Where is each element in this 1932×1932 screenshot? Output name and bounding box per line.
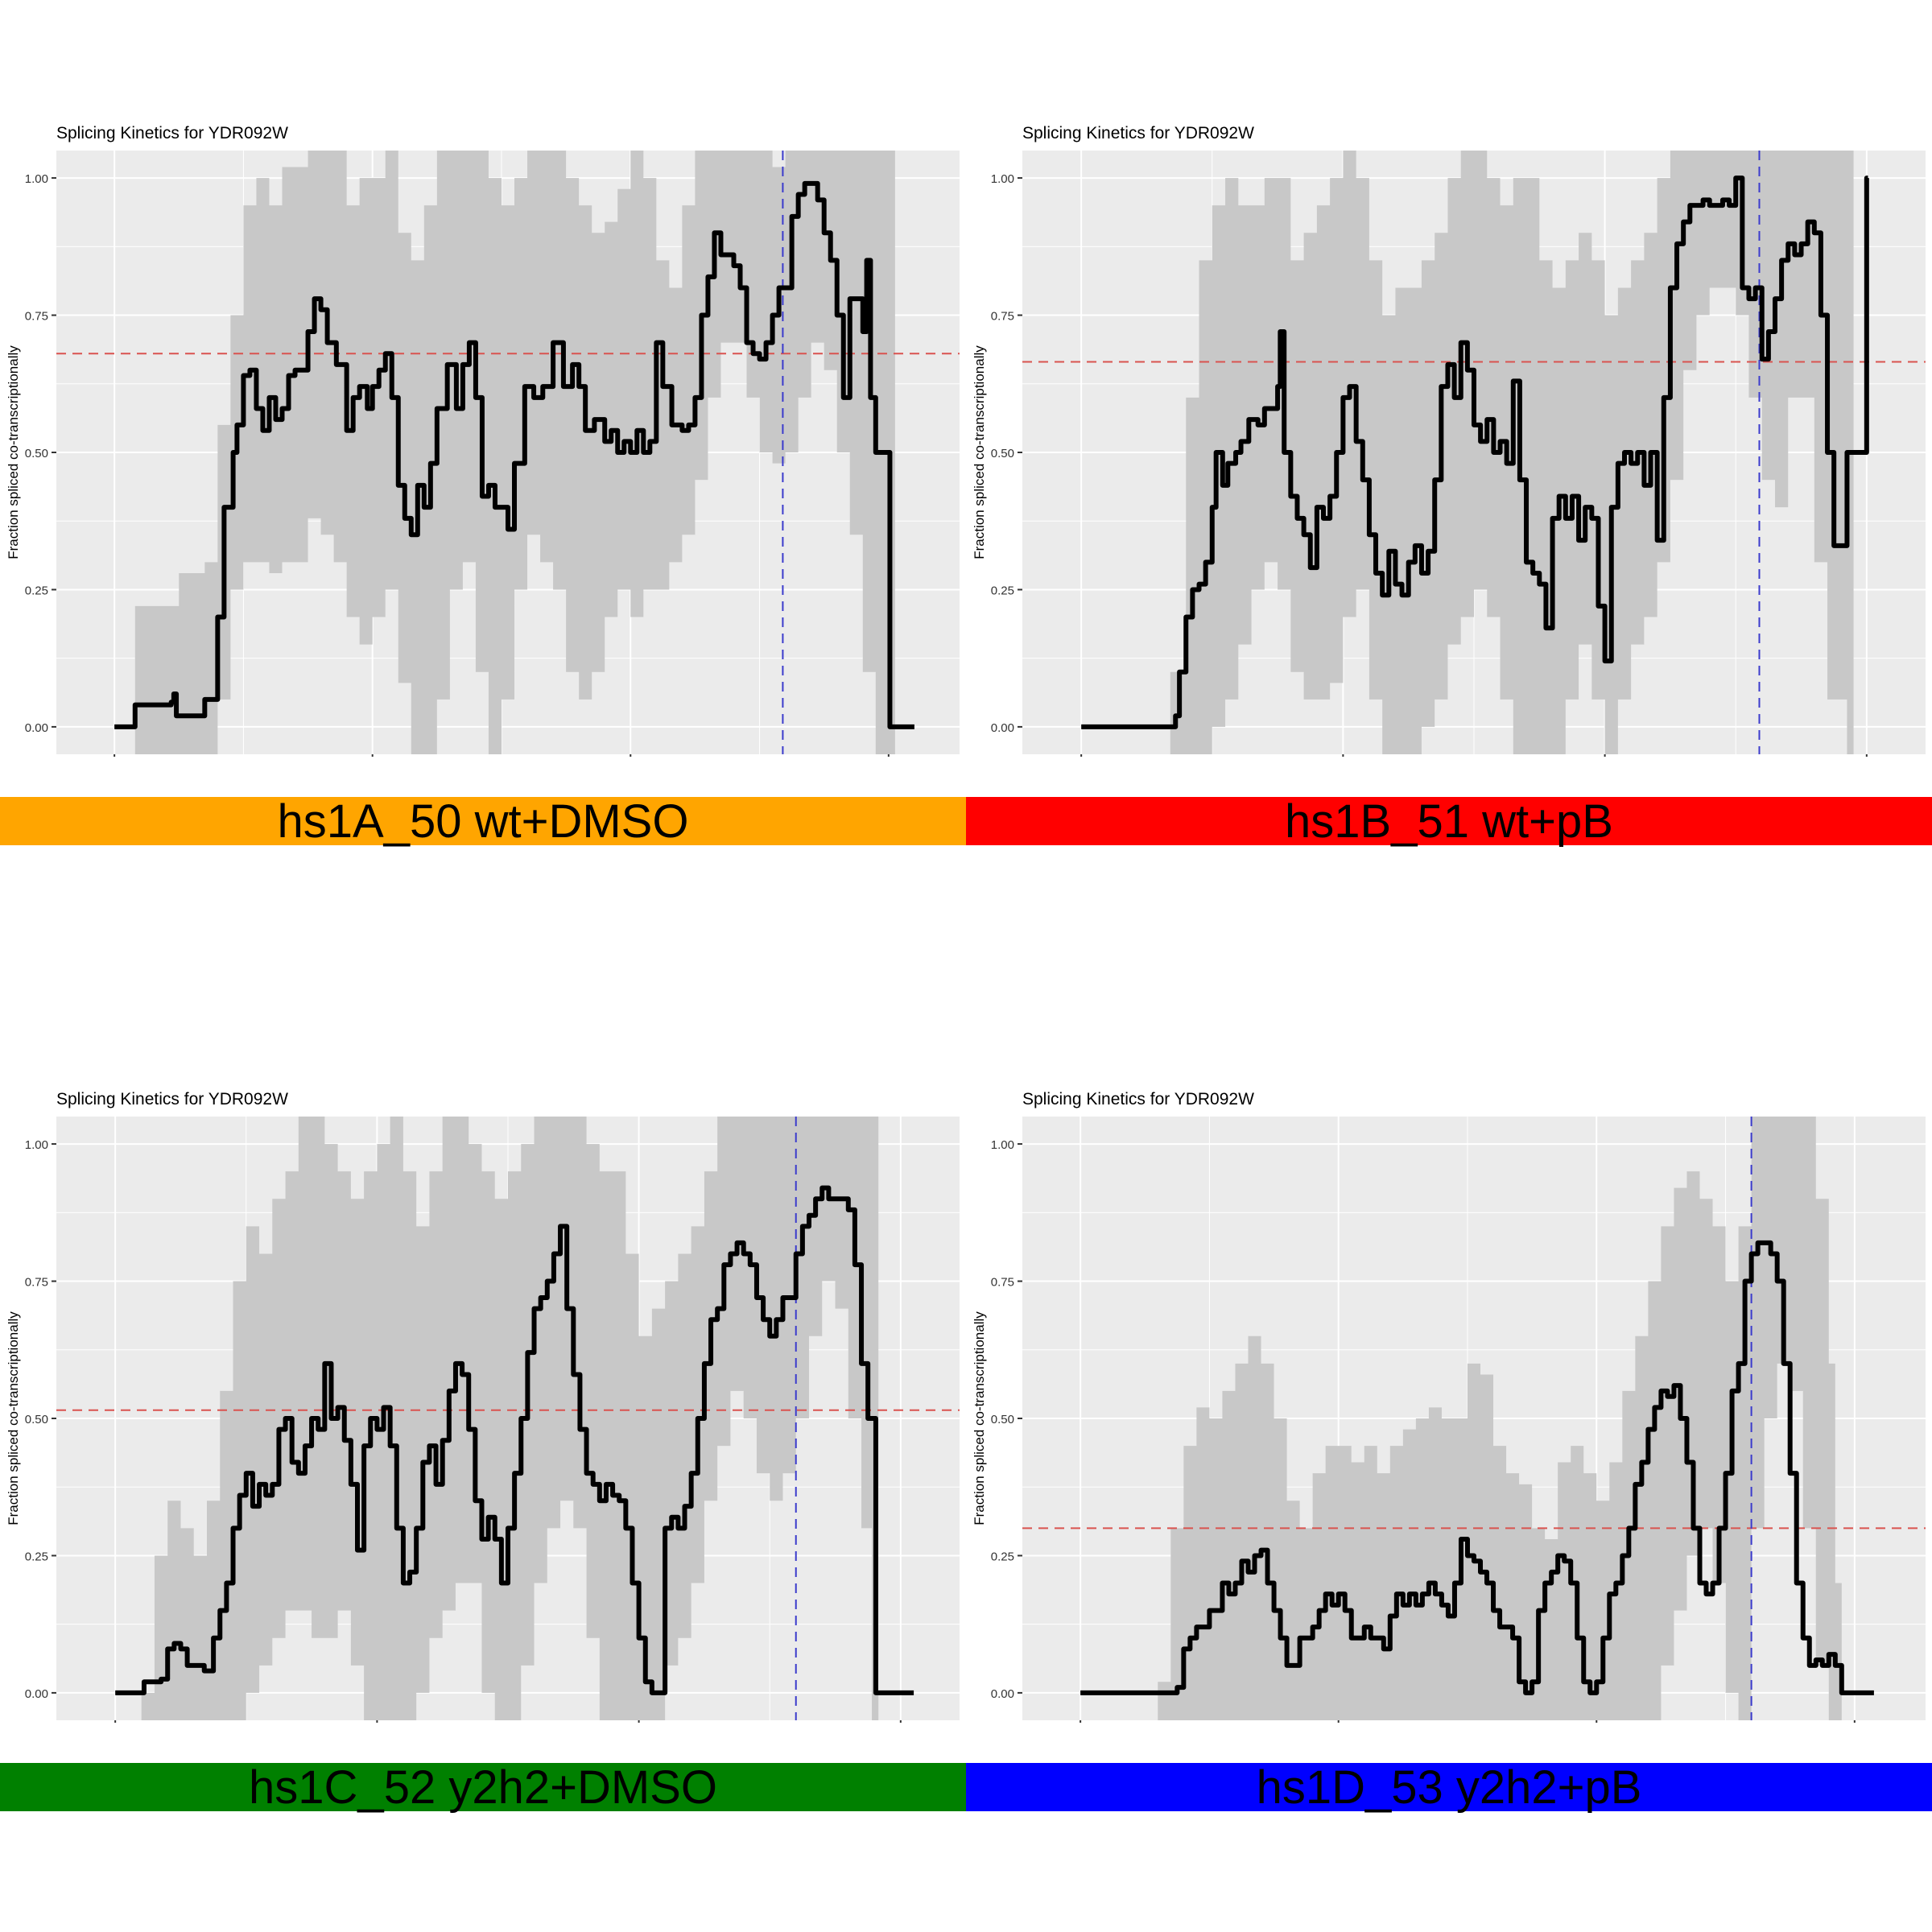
chart-hs1c: Splicing Kinetics for YDR092W 0.00 0.25 0.5… (6, 1090, 960, 1723)
y-tick-label: 1.00 (991, 1138, 1014, 1152)
confidence-ribbon (141, 1117, 879, 1720)
y-tick-label: 0.75 (991, 1276, 1014, 1290)
chart-hs1d: Splicing Kinetics for YDR092W 0.00 0.25 0.5… (972, 1090, 1926, 1723)
y-tick-label: 0.00 (25, 1687, 48, 1701)
y-tick-label: 0.50 (25, 447, 48, 460)
panel-hs1a: Splicing Kinetics for YDR092W 0.00 0.25 0.5… (0, 113, 966, 848)
y-axis-title: Fraction spliced co-transcriptionally (972, 1311, 987, 1525)
banner-hs1c: hs1C_52 y2h2+DMSO (0, 1761, 966, 1814)
y-tick-label: 0.50 (991, 1413, 1014, 1426)
plot-area (56, 151, 960, 754)
plot-area (56, 1117, 960, 1720)
y-tick-label: 0.25 (25, 584, 48, 597)
confidence-ribbon (1158, 1117, 1842, 1720)
y-tick-label: 0.50 (25, 1413, 48, 1426)
series-line (114, 180, 914, 729)
chart-title: Splicing Kinetics for YDR092W (1022, 124, 1254, 142)
plot-area (1022, 1117, 1926, 1720)
y-tick-label: 0.00 (991, 721, 1014, 735)
panel-hs1c: Splicing Kinetics for YDR092W 0.00 0.25 0.5… (0, 1079, 966, 1814)
series-line (115, 1185, 914, 1695)
y-tick-label: 0.00 (25, 721, 48, 735)
y-tick-label: 0.25 (991, 1550, 1014, 1563)
series-line (1080, 1240, 1874, 1695)
chart-title: Splicing Kinetics for YDR092W (1022, 1090, 1254, 1108)
chart-hs1a: Splicing Kinetics for YDR092W 0.00 0.25 0.5… (6, 124, 960, 757)
y-tick-label: 0.00 (991, 1687, 1014, 1701)
y-axis-title: Fraction spliced co-transcriptionally (972, 345, 987, 559)
y-tick-label: 1.00 (25, 172, 48, 186)
plot-area (1022, 151, 1926, 754)
panel-hs1d: Splicing Kinetics for YDR092W 0.00 0.25 0.5… (966, 1079, 1932, 1814)
chart-title: Splicing Kinetics for YDR092W (56, 124, 288, 142)
y-tick-label: 1.00 (25, 1138, 48, 1152)
y-tick-label: 0.25 (25, 1550, 48, 1563)
confidence-ribbon (134, 151, 895, 754)
banner-hs1a: hs1A_50 wt+DMSO (0, 795, 966, 848)
series-line (1081, 175, 1869, 729)
chart-title: Splicing Kinetics for YDR092W (56, 1090, 288, 1108)
banner-hs1b: hs1B_51 wt+pB (966, 795, 1932, 848)
y-tick-label: 1.00 (991, 172, 1014, 186)
banner-hs1d: hs1D_53 y2h2+pB (966, 1761, 1932, 1814)
y-axis-title: Fraction spliced co-transcriptionally (6, 1311, 21, 1525)
y-axis-title: Fraction spliced co-transcriptionally (6, 345, 21, 559)
panel-hs1b: Splicing Kinetics for YDR092W 0.00 0.25 0.5… (966, 113, 1932, 848)
y-tick-label: 0.75 (25, 310, 48, 324)
y-tick-label: 0.75 (25, 1276, 48, 1290)
chart-hs1b: Splicing Kinetics for YDR092W 0.00 0.25 0.5… (972, 124, 1926, 757)
y-tick-label: 0.75 (991, 310, 1014, 324)
y-tick-label: 0.50 (991, 447, 1014, 460)
y-tick-label: 0.25 (991, 584, 1014, 597)
